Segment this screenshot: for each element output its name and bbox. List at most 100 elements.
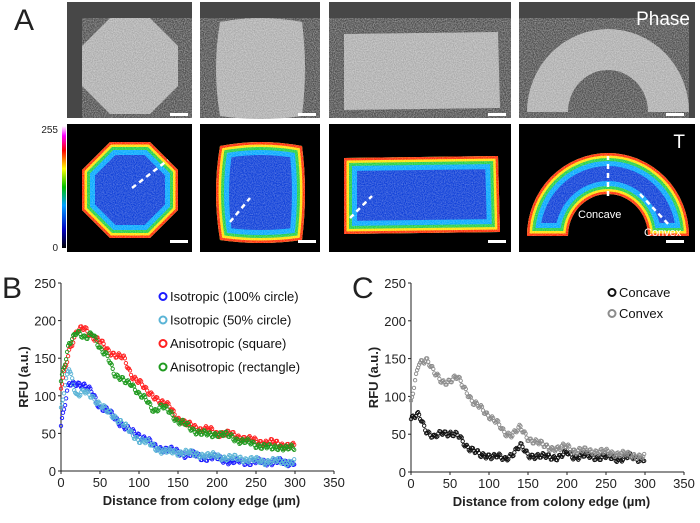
data-point (258, 439, 263, 444)
y-tick-label: 0 (399, 465, 406, 480)
data-point (172, 412, 177, 417)
data-point (123, 421, 129, 426)
data-point (65, 353, 71, 359)
data-point (413, 371, 419, 376)
x-tick-label: 350 (673, 476, 695, 491)
data-point (471, 402, 477, 408)
data-point (444, 382, 449, 387)
data-point (197, 455, 203, 460)
chart-b: 0 50 100 150 200 250 300 350 0 50 100 150 200 250 Dist… (16, 276, 345, 508)
y-tick-label: 250 (384, 276, 406, 291)
data-point (219, 458, 224, 463)
data-point (70, 376, 75, 381)
data-point (443, 429, 448, 434)
data-point (208, 453, 214, 459)
data-point (259, 446, 264, 451)
data-point (554, 458, 560, 463)
data-point (58, 405, 64, 410)
data-point (109, 362, 114, 367)
data-point (207, 430, 213, 435)
x-tick-label: 50 (443, 476, 457, 491)
y-tick-label: 150 (384, 352, 406, 367)
phase-images: Phase (67, 2, 695, 119)
data-point (149, 405, 154, 410)
data-point (507, 431, 512, 436)
data-point (551, 448, 557, 453)
data-point (613, 458, 618, 464)
data-point (216, 434, 221, 440)
data-point (243, 440, 248, 445)
data-point (224, 429, 229, 434)
heatmap-colony (344, 156, 500, 234)
data-point (446, 433, 451, 438)
data-point (267, 442, 273, 447)
data-point (82, 333, 87, 338)
y-tick-label: 250 (34, 276, 56, 291)
data-point (434, 372, 439, 377)
data-point (61, 407, 67, 412)
data-point (184, 448, 189, 453)
data-point (185, 450, 190, 456)
measurement-lines (131, 156, 671, 227)
data-point (560, 441, 566, 446)
legend-marker (158, 315, 168, 325)
x-axis-label: Distance from colony edge (µm) (103, 493, 300, 508)
data-point (140, 393, 146, 399)
data-point (226, 462, 231, 467)
data-point (252, 459, 257, 465)
data-point (237, 441, 242, 447)
data-point (156, 445, 161, 451)
data-point (173, 417, 178, 423)
data-point (131, 375, 137, 380)
data-point (603, 447, 608, 453)
data-point (544, 442, 550, 447)
data-point (497, 451, 502, 456)
x-tick-label: 50 (93, 475, 107, 490)
data-point (66, 367, 72, 372)
data-point (469, 398, 474, 403)
x-tick-label: 200 (556, 476, 578, 491)
data-point (466, 394, 471, 400)
data-point (127, 368, 133, 373)
data-point (204, 458, 210, 463)
data-point (292, 457, 297, 462)
data-point (416, 412, 422, 417)
data-point (480, 451, 486, 456)
data-point (458, 434, 463, 439)
data-point (463, 386, 468, 392)
data-point (58, 386, 64, 391)
data-point (141, 385, 147, 391)
data-point (64, 388, 70, 393)
data-point (263, 438, 268, 443)
data-point (59, 372, 65, 377)
data-point (60, 367, 66, 372)
data-point (114, 355, 119, 360)
panel-label-a: A (14, 4, 34, 37)
data-point (467, 394, 472, 399)
y-tick-label: 150 (34, 351, 56, 366)
data-point (58, 379, 64, 384)
colorbar (62, 126, 66, 248)
x-tick-label: 0 (407, 476, 414, 491)
legend-marker (158, 292, 168, 301)
data-point (238, 454, 243, 459)
y-axis-label: RFU (a.u.) (366, 347, 381, 408)
data-point (486, 452, 492, 457)
data-point (190, 426, 195, 431)
data-point (415, 410, 421, 415)
data-point (495, 417, 500, 423)
x-tick-label: 200 (206, 475, 228, 490)
data-point (436, 373, 441, 378)
y-axis-label: RFU (a.u.) (16, 346, 31, 407)
data-point (593, 457, 598, 462)
data-point (503, 433, 508, 438)
data-point (259, 457, 264, 462)
data-point (606, 451, 611, 456)
data-point (148, 401, 153, 407)
data-point (67, 369, 73, 374)
series-isotropic-50-circle- (58, 367, 297, 468)
data-point (210, 434, 216, 439)
data-point (520, 444, 525, 449)
data-point (255, 443, 260, 448)
data-point (275, 447, 281, 453)
